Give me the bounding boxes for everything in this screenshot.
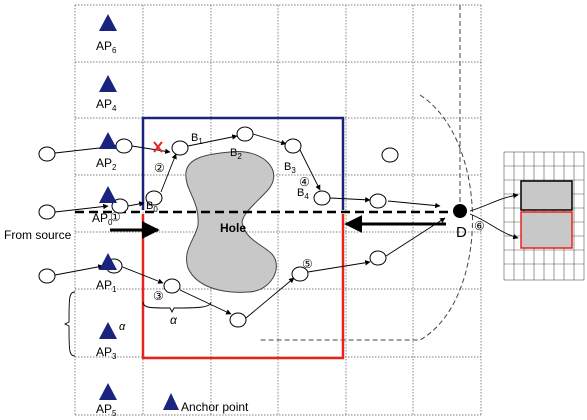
sensor-node [38, 146, 56, 162]
blue-region [141, 116, 345, 210]
sensor-node [236, 126, 254, 142]
range-arc [260, 94, 473, 341]
mini-blue-region [520, 180, 573, 211]
svg-text:AP5: AP5 [96, 402, 117, 418]
anchor-point-icon [99, 75, 117, 92]
svg-text:AP2: AP2 [96, 156, 117, 172]
anchor-label: AP [96, 402, 112, 416]
grid [74, 4, 482, 416]
destination-label: D [456, 224, 467, 241]
anchor-label: AP [96, 97, 112, 111]
anchor-point-icon [99, 322, 117, 339]
svg-text:AP1: AP1 [96, 278, 117, 294]
sensor-node [313, 190, 331, 206]
step-marker-1: ① [110, 210, 121, 224]
anchor-sub: 1 [112, 285, 117, 294]
anchor-sub: 4 [112, 104, 117, 113]
mini-connector-top [469, 193, 519, 212]
sensor-node [369, 193, 387, 209]
anchor-label: AP [96, 39, 112, 53]
svg-text:AP0: AP0 [92, 211, 113, 227]
anchor-sub: 2 [112, 163, 117, 172]
alpha-brace-horizontal [142, 301, 212, 314]
anchor-sub: 0 [108, 218, 113, 227]
anchor-point-icon [99, 186, 117, 203]
alpha-label-horizontal: α [170, 313, 178, 327]
anchor-point-icon [99, 132, 117, 149]
anchor-label: AP [96, 156, 112, 170]
sensor-node [291, 266, 309, 282]
sensor-node [284, 138, 302, 154]
sensor-node [38, 204, 56, 220]
anchor-point-icon [99, 253, 117, 270]
svg-text:AP6: AP6 [96, 39, 117, 55]
step-marker-5: ⑤ [302, 257, 313, 271]
anchor-sub: 5 [112, 409, 117, 418]
anchor-sub: 3 [112, 352, 117, 361]
svg-text:B1: B1 [191, 132, 203, 146]
sensor-node [145, 190, 163, 206]
sensor-node [38, 268, 56, 284]
svg-text:B4: B4 [297, 187, 309, 201]
destination-node [453, 204, 467, 218]
svg-text:B0: B0 [146, 200, 158, 214]
step-marker-3: ③ [153, 289, 164, 303]
anchor-sub: 6 [112, 46, 117, 55]
sensor-node [171, 140, 189, 156]
alpha-brace-vertical [63, 291, 76, 357]
node-label-b2: B [230, 147, 237, 159]
mini-red-region [520, 211, 573, 249]
svg-text:AP4: AP4 [96, 97, 117, 113]
alpha-label-vertical: α [119, 321, 126, 333]
legend-label: Anchor point [181, 400, 249, 414]
svg-text:B3: B3 [284, 161, 296, 175]
svg-text:B2: B2 [230, 147, 242, 161]
anchor-points: AP6 AP4 AP2 AP0 AP1 AP3 AP5 [92, 14, 117, 418]
step-marker-6: ⑥ [474, 219, 485, 233]
sensor-node [381, 147, 399, 163]
sensor-nodes [38, 126, 399, 328]
anchor-point-icon [99, 383, 117, 400]
step-marker-2: ② [154, 161, 165, 175]
node-label-b1: B [191, 132, 198, 144]
route-arrows [54, 133, 446, 319]
hole-label: Hole [220, 221, 246, 235]
hole [185, 151, 277, 293]
anchor-label: AP [92, 211, 108, 225]
failed-link-mark [153, 141, 163, 153]
anchor-label: AP [96, 278, 112, 292]
node-label-b3: B [284, 161, 291, 173]
node-label-b4: B [297, 187, 304, 199]
legend-anchor-icon [163, 393, 179, 410]
mini-connector-bottom [469, 213, 519, 240]
sensor-node [163, 278, 181, 294]
svg-text:AP3: AP3 [96, 345, 117, 361]
sensor-node [115, 138, 133, 154]
anchor-point-icon [99, 14, 117, 31]
source-label: From source [4, 228, 72, 242]
anchor-label: AP [96, 345, 112, 359]
sensor-node [369, 250, 387, 266]
sensor-node [229, 312, 247, 328]
step-marker-4: ④ [299, 175, 310, 189]
red-region [141, 214, 345, 360]
node-label-b0: B [146, 200, 153, 212]
